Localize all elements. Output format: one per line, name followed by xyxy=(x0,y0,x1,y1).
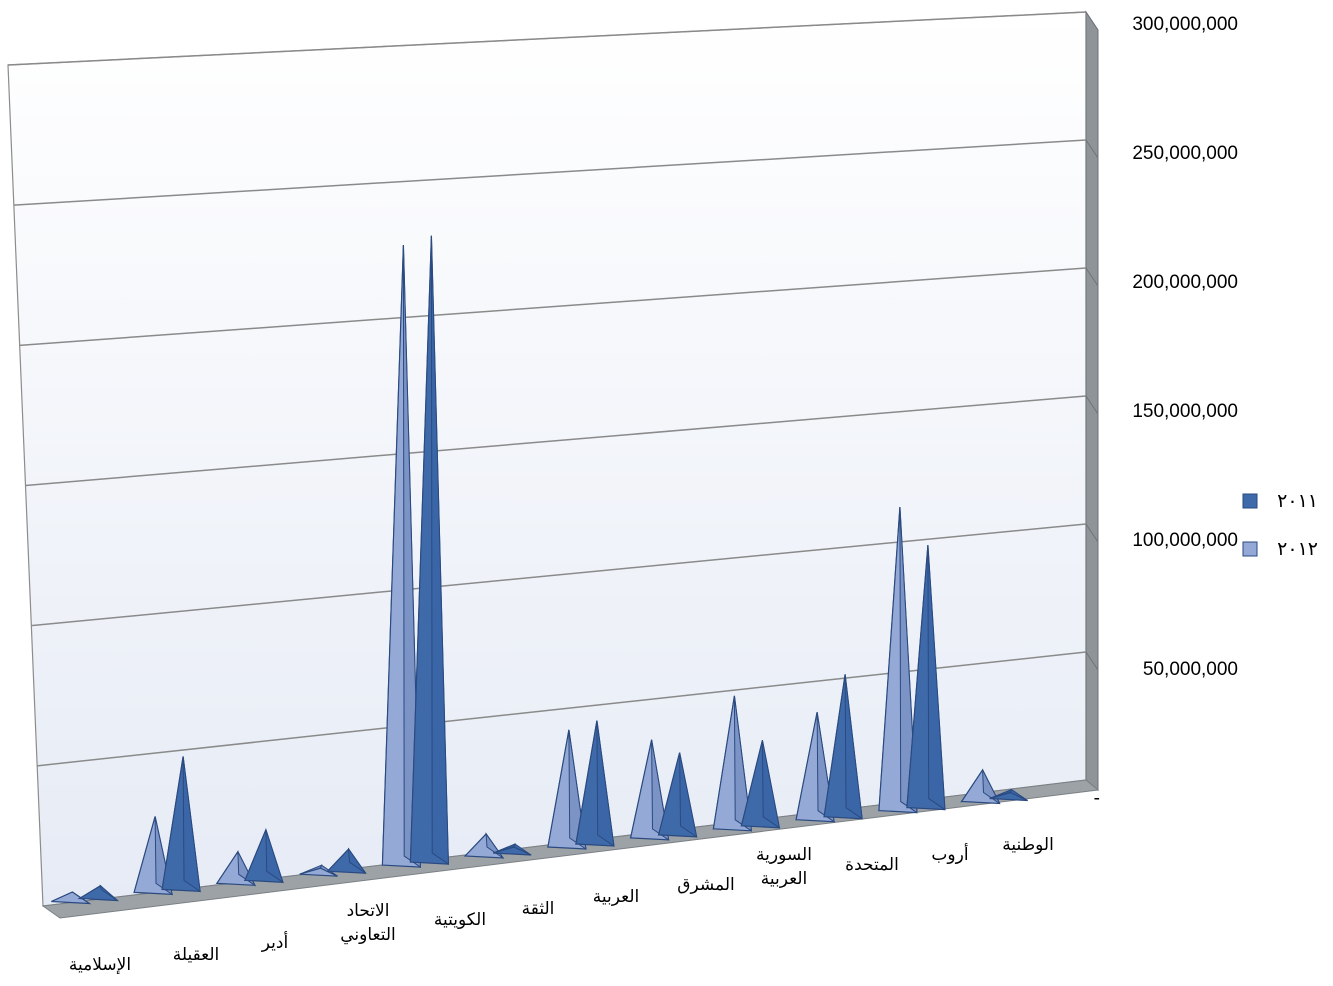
cone-2012 xyxy=(960,768,1001,805)
gridline-side xyxy=(1085,11,1099,31)
x-tick-label: العربية xyxy=(593,887,639,907)
gridline xyxy=(13,139,1087,206)
y-tick-label: 300,000,000 xyxy=(1132,14,1238,35)
cone-face-side xyxy=(679,752,698,839)
cones xyxy=(51,235,1028,905)
cone-face-side xyxy=(596,720,615,848)
cone-2011 xyxy=(906,545,946,811)
legend-label: ٢٠١١ xyxy=(1277,490,1318,512)
legend-swatch xyxy=(1242,493,1258,509)
cone-face-side xyxy=(927,545,946,811)
cone-face-side xyxy=(99,884,118,901)
x-axis: الإسلامية العقيلة أدير الاتحاد التعاوني الكوي… xyxy=(69,835,1054,975)
x-tick-label: الوطنية xyxy=(1002,835,1054,855)
cone-face-side xyxy=(182,756,201,893)
cone-2012 xyxy=(463,832,505,859)
gridline xyxy=(19,267,1087,347)
gridline-side xyxy=(1085,395,1099,415)
cone-face-side xyxy=(1009,788,1028,801)
gridlines xyxy=(7,11,1099,767)
cone-2011 xyxy=(740,740,781,829)
gridline-side xyxy=(1085,523,1099,543)
cone-face-side xyxy=(430,235,449,866)
cone-face-side xyxy=(844,674,863,820)
gridline xyxy=(37,651,1087,767)
gridline xyxy=(7,11,1087,66)
cone-2012 xyxy=(712,695,753,832)
y-tick-label: 150,000,000 xyxy=(1132,401,1238,422)
cone-2011 xyxy=(77,884,120,902)
cone-2011 xyxy=(161,756,201,893)
cone-2011 xyxy=(989,788,1028,802)
cone-2011 xyxy=(492,843,532,856)
gridline-side xyxy=(1085,139,1099,159)
x-tick-label: أروب xyxy=(931,843,968,865)
y-tick-label: 200,000,000 xyxy=(1132,272,1238,293)
legend-swatch xyxy=(1242,541,1258,557)
cone-face-side xyxy=(513,843,532,856)
gridline xyxy=(25,395,1087,487)
legend: ٢٠١١ ٢٠١٢ xyxy=(1242,490,1318,560)
x-tick-label: الكويتية xyxy=(434,910,486,930)
x-tick-label: العقيلة xyxy=(173,945,220,965)
x-tick-label: الإسلامية xyxy=(69,955,131,975)
y-axis: - 50,000,000 100,000,000 150,000,000 200,000… xyxy=(1094,14,1238,809)
x-tick-label: العربية xyxy=(761,869,807,889)
cone-2011 xyxy=(243,827,284,884)
legend-label: ٢٠١٢ xyxy=(1277,538,1318,560)
y-tick-label: - xyxy=(1094,788,1100,809)
cone-2011 xyxy=(326,847,367,874)
cone-2012 xyxy=(878,506,918,814)
cone-2012 xyxy=(547,729,587,851)
x-tick-label: الاتحاد xyxy=(347,901,390,921)
cone-face-side xyxy=(265,829,284,884)
gridline-side xyxy=(1085,267,1099,287)
gridline xyxy=(31,523,1087,627)
x-tick-label: التعاوني xyxy=(340,925,396,945)
cone-2011 xyxy=(823,674,863,820)
cone-2011 xyxy=(575,720,615,848)
x-tick-label: أدير xyxy=(261,931,288,953)
x-tick-label: الثقة xyxy=(522,899,555,919)
y-tick-label: 250,000,000 xyxy=(1132,143,1238,164)
x-tick-label: المشرق xyxy=(677,875,734,895)
y-tick-label: 50,000,000 xyxy=(1143,659,1238,680)
gridline-side xyxy=(1085,651,1099,671)
y-tick-label: 100,000,000 xyxy=(1132,530,1238,551)
cone-2011 xyxy=(409,235,450,866)
cone-face-side xyxy=(761,740,781,829)
x-tick-label: المتحدة xyxy=(845,855,899,875)
side-wall xyxy=(1085,10,1099,792)
cone-face-side xyxy=(347,847,367,874)
x-tick-label: السورية xyxy=(756,845,812,865)
cone-2011 xyxy=(657,752,698,839)
